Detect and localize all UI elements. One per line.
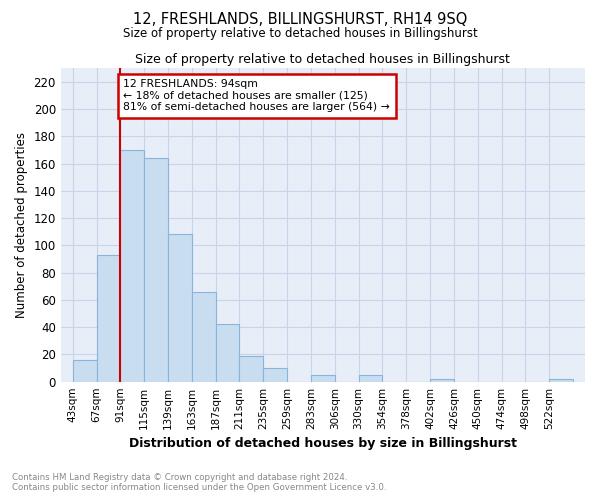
Bar	[215, 324, 239, 382]
X-axis label: Distribution of detached houses by size in Billingshurst: Distribution of detached houses by size …	[129, 437, 517, 450]
Title: Size of property relative to detached houses in Billingshurst: Size of property relative to detached ho…	[136, 52, 511, 66]
Bar	[549, 379, 573, 382]
Text: Size of property relative to detached houses in Billingshurst: Size of property relative to detached ho…	[122, 28, 478, 40]
Bar	[144, 158, 168, 382]
Bar	[263, 368, 287, 382]
Bar	[97, 255, 121, 382]
Bar	[192, 292, 215, 382]
Text: 12 FRESHLANDS: 94sqm
← 18% of detached houses are smaller (125)
81% of semi-deta: 12 FRESHLANDS: 94sqm ← 18% of detached h…	[124, 79, 390, 112]
Bar	[168, 234, 192, 382]
Bar	[430, 379, 454, 382]
Bar	[239, 356, 263, 382]
Text: 12, FRESHLANDS, BILLINGSHURST, RH14 9SQ: 12, FRESHLANDS, BILLINGSHURST, RH14 9SQ	[133, 12, 467, 28]
Bar	[121, 150, 144, 382]
Bar	[359, 375, 382, 382]
Bar	[311, 375, 335, 382]
Text: Contains HM Land Registry data © Crown copyright and database right 2024.
Contai: Contains HM Land Registry data © Crown c…	[12, 473, 386, 492]
Bar	[73, 360, 97, 382]
Y-axis label: Number of detached properties: Number of detached properties	[15, 132, 28, 318]
